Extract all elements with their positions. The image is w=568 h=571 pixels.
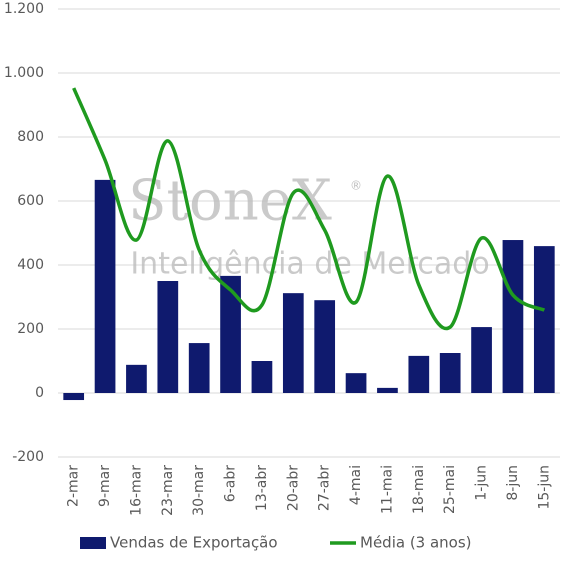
x-tick-label: 15-jun (536, 465, 552, 510)
x-tick-label: 30-mar (191, 465, 207, 516)
bar (63, 393, 85, 401)
line (72, 87, 546, 331)
bar (502, 240, 524, 393)
x-tick-label: 25-mai (442, 465, 458, 514)
x-tick-label: 27-abr (317, 465, 333, 511)
x-tick-label: 1-jun (474, 465, 490, 501)
y-tick-label: 400 (17, 257, 44, 273)
x-tick-label: 11-mai (379, 465, 395, 514)
watermark-mark: ® (350, 179, 362, 193)
bar (188, 343, 210, 393)
watermark-tagline: Inteligência de Mercado (130, 247, 489, 282)
x-tick-label: 6-abr (223, 465, 239, 502)
bar (471, 327, 492, 393)
bar (251, 361, 273, 393)
y-tick-label: 200 (17, 321, 44, 337)
legend-swatch (80, 537, 106, 549)
bar (126, 364, 147, 393)
bar (157, 281, 179, 393)
x-tick-label: 13-abr (254, 465, 270, 511)
bar (533, 246, 555, 393)
bar (314, 300, 336, 393)
x-tick-label: 2-mar (66, 465, 82, 507)
y-tick-label: 1.000 (4, 65, 44, 81)
y-tick-label: 600 (17, 193, 44, 209)
legend-label: Vendas de Exportação (110, 534, 278, 552)
y-tick-label: 1.200 (4, 1, 44, 17)
bar (94, 179, 116, 393)
x-tick-label: 16-mar (128, 465, 144, 516)
x-tick-label: 18-mai (411, 465, 427, 514)
y-tick-label: 0 (35, 385, 44, 401)
x-tick-label: 9-mar (97, 465, 113, 507)
x-tick-label: 20-abr (285, 465, 301, 511)
legend-label: Média (3 anos) (360, 534, 472, 552)
x-tick-label: 8-jun (505, 465, 521, 501)
y-tick-label: -200 (12, 449, 44, 465)
y-tick-label: 800 (17, 129, 44, 145)
bar (282, 293, 304, 393)
bar (439, 353, 461, 393)
bar (220, 275, 241, 393)
x-tick-label: 23-mar (160, 465, 176, 516)
bar (377, 387, 398, 393)
watermark-brand: StoneX (128, 169, 332, 234)
bar (408, 355, 430, 393)
x-tick-label: 4-mai (348, 465, 364, 505)
bar (345, 373, 367, 393)
